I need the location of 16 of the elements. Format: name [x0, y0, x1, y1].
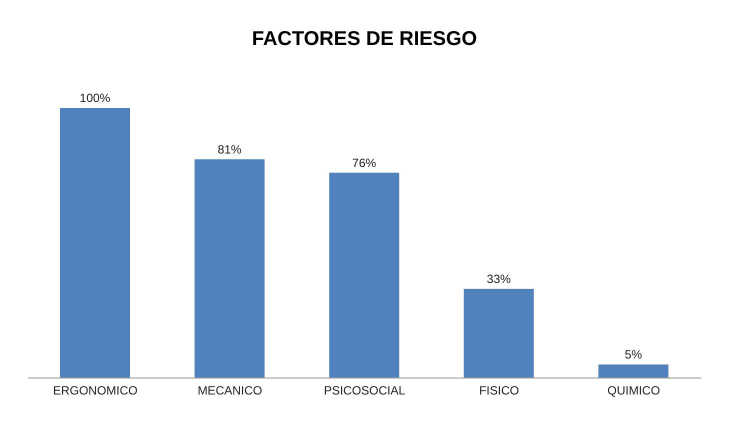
bar [194, 159, 265, 378]
bar [60, 108, 130, 378]
bar [598, 364, 668, 378]
data-label: 100% [80, 91, 111, 105]
bar [329, 172, 400, 378]
data-label: 33% [486, 272, 512, 286]
x-tick-label: ERGONOMICO [52, 384, 138, 398]
data-label: 81% [218, 142, 242, 156]
chart-title: FACTORES DE RIESGO [250, 28, 478, 52]
x-tick-label: QUIMICO [607, 384, 660, 398]
data-label: 76% [352, 156, 377, 170]
x-tick-label: FISICO [479, 384, 520, 398]
data-label: 5% [624, 348, 642, 362]
bar [464, 288, 534, 378]
x-tick-label: MECANICO [198, 384, 262, 398]
x-tick-label: PSICOSOCIAL [324, 384, 406, 398]
